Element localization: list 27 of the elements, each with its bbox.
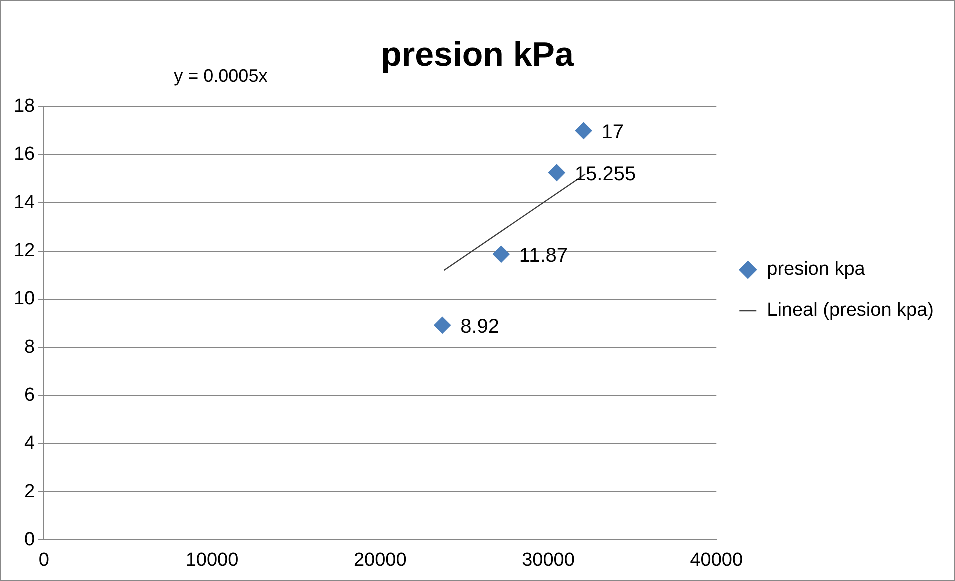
x-tick-label: 40000 <box>690 550 744 571</box>
y-tick-label: 8 <box>24 336 36 358</box>
y-tick-label: 10 <box>14 288 36 310</box>
y-tick-label: 18 <box>14 96 36 118</box>
point <box>548 164 566 182</box>
y-tick-label: 14 <box>14 192 36 214</box>
data-label: 8.92 <box>460 316 500 338</box>
point <box>492 246 510 263</box>
x-tick-label: 30000 <box>522 550 575 571</box>
y-tick-label: 6 <box>24 384 36 406</box>
y-tick-label: 16 <box>14 144 36 166</box>
y-tick-label: 12 <box>14 240 36 262</box>
x-tick-label: 10000 <box>186 550 239 571</box>
point <box>575 122 592 140</box>
y-tick-label: 0 <box>24 529 36 550</box>
point <box>434 316 452 334</box>
x-tick-label: 20000 <box>354 550 407 571</box>
legend-label: Lineal (presion kpa) <box>767 300 934 322</box>
text: y = 0.0005x <box>174 66 268 86</box>
y-tick-label: 2 <box>24 481 36 502</box>
data-label: 11.87 <box>519 244 568 267</box>
legend-label: presion kpa <box>767 259 866 280</box>
y-tick-label: 4 <box>24 433 36 454</box>
data-label: 15.255 <box>574 163 636 186</box>
data-label: 17 <box>602 121 624 144</box>
chart-title: presion kPa <box>381 36 575 74</box>
x-tick-label: 0 <box>38 550 50 571</box>
